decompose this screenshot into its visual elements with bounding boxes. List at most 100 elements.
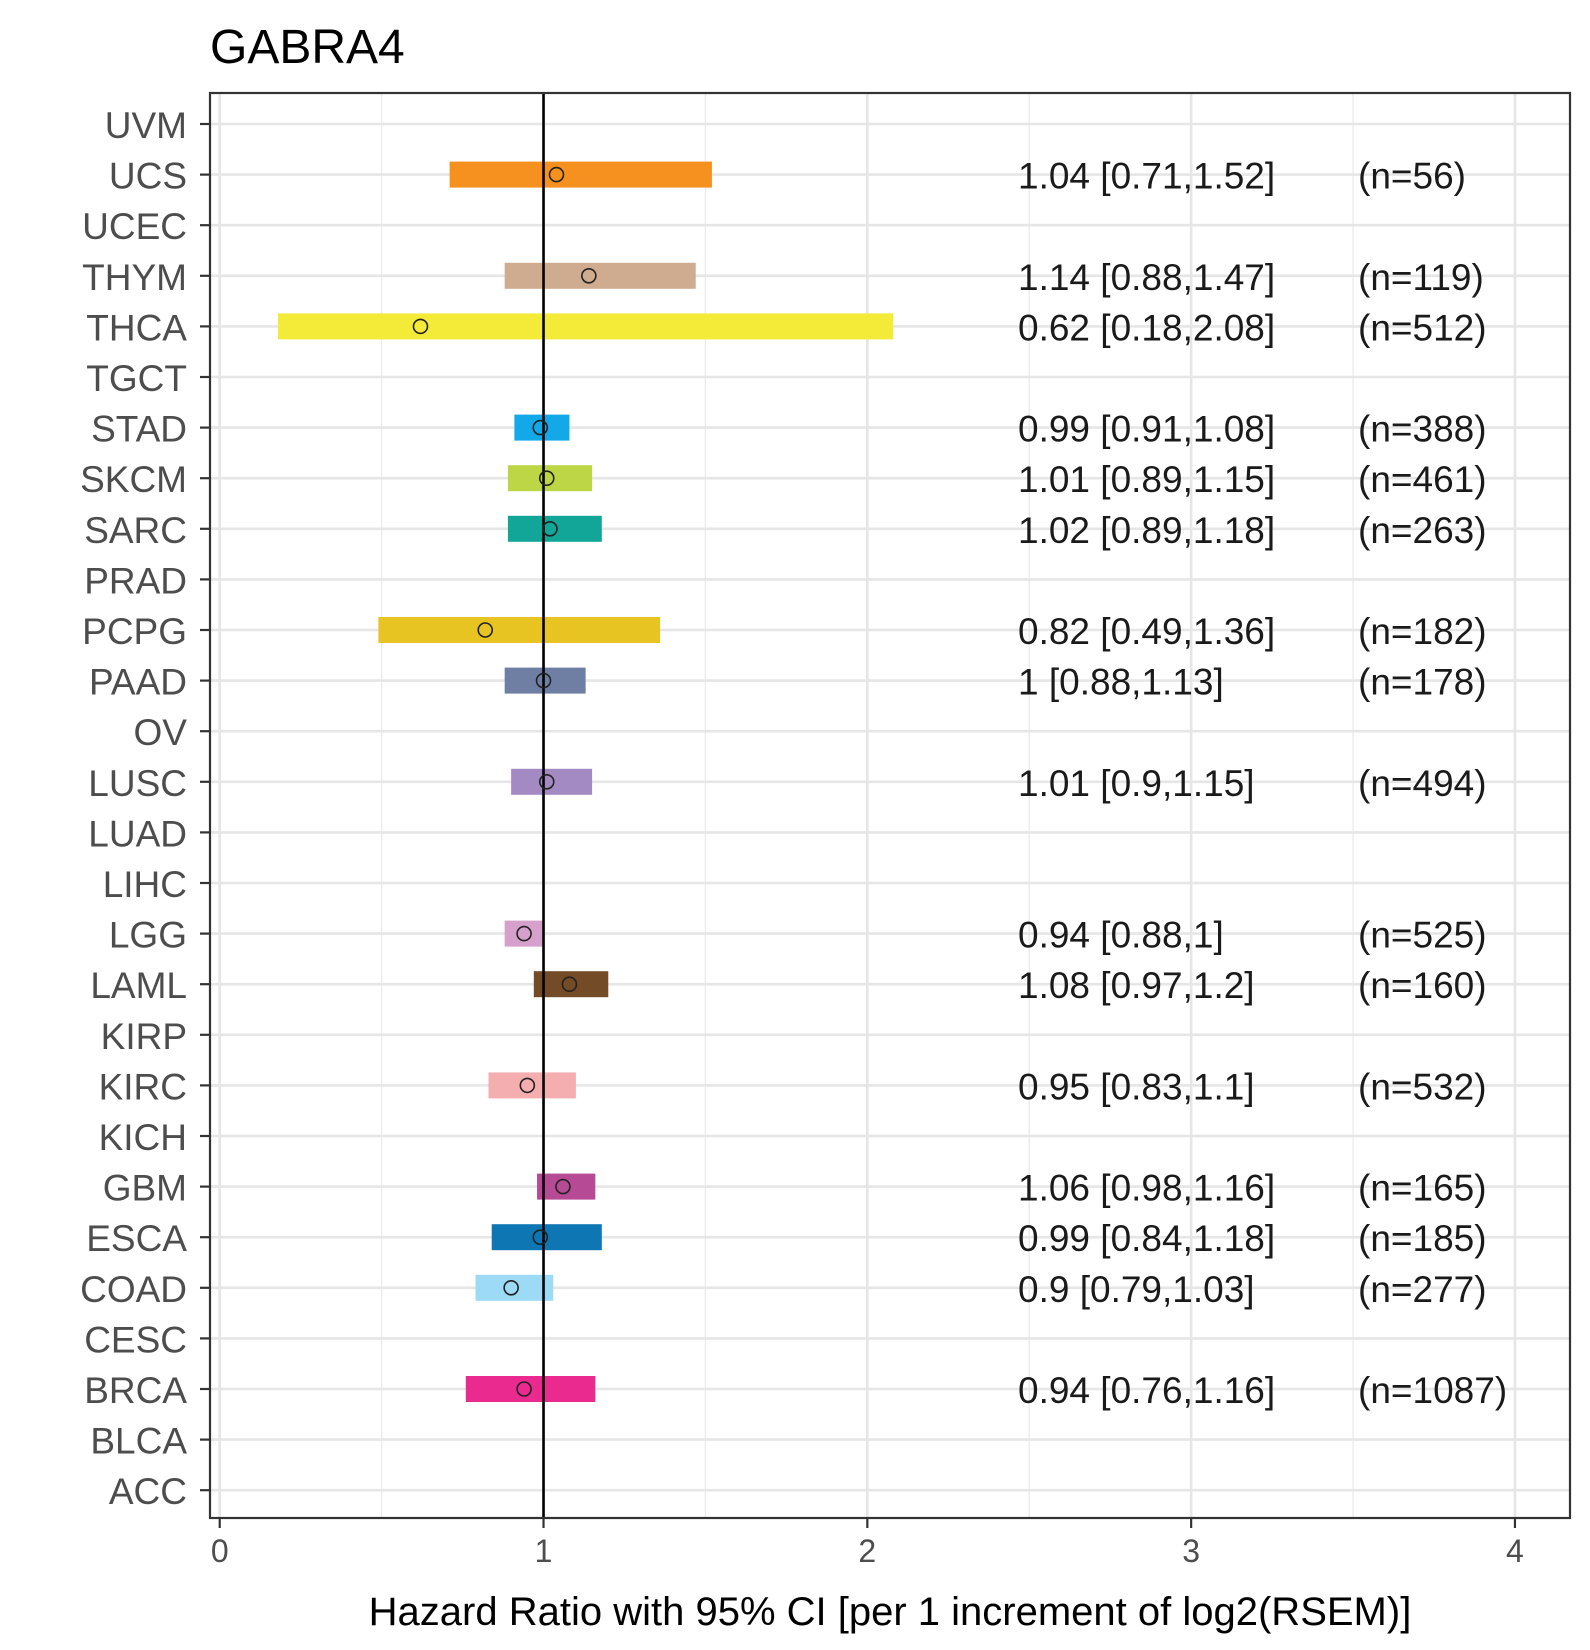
hr-point-pcpg xyxy=(477,622,494,638)
n-text-thca: (n=512) xyxy=(1358,307,1487,348)
hr-ci-text-skcm: 1.01 [0.89,1.15] xyxy=(1018,459,1275,500)
hr-ci-text-lusc: 1.01 [0.9,1.15] xyxy=(1018,763,1255,804)
ci-bar-paad xyxy=(504,667,586,694)
hr-point-coad xyxy=(503,1280,519,1296)
n-text-coad: (n=277) xyxy=(1358,1269,1487,1310)
n-text-kirc: (n=532) xyxy=(1358,1066,1487,1107)
hr-ci-text-ucs: 1.04 [0.71,1.52] xyxy=(1018,156,1275,197)
hr-ci-text-gbm: 1.06 [0.98,1.16] xyxy=(1018,1168,1275,1209)
x-tick-label: 0 xyxy=(211,1533,229,1569)
hr-ci-text-sarc: 1.02 [0.89,1.18] xyxy=(1018,510,1275,551)
y-tick-label-pcpg: PCPG xyxy=(82,611,187,652)
n-text-brca: (n=1087) xyxy=(1358,1370,1507,1411)
y-tick-label-blca: BLCA xyxy=(90,1421,187,1462)
axis-layer: UVM UCS UCEC THYM THCA TGCT STAD SKCM SARC PRAD PC… xyxy=(80,105,1524,1569)
hr-ci-text-laml: 1.08 [0.97,1.2] xyxy=(1018,965,1255,1006)
hr-ci-text-esca: 0.99 [0.84,1.18] xyxy=(1018,1218,1275,1259)
y-tick-label-thym: THYM xyxy=(82,257,187,298)
n-text-gbm: (n=165) xyxy=(1358,1168,1487,1209)
n-text-thym: (n=119) xyxy=(1358,257,1484,298)
hr-point-ucs xyxy=(548,166,565,183)
hr-point-paad xyxy=(535,672,552,689)
x-tick-label: 3 xyxy=(1182,1533,1200,1569)
ci-bar-lgg xyxy=(504,920,544,947)
x-tick-label: 4 xyxy=(1506,1533,1524,1569)
n-text-ucs: (n=56) xyxy=(1358,156,1466,197)
hr-ci-text-paad: 1 [0.88,1.13] xyxy=(1018,662,1224,703)
y-tick-label-tgct: TGCT xyxy=(86,358,187,399)
hr-point-thca xyxy=(412,318,429,335)
hr-ci-text-stad: 0.99 [0.91,1.08] xyxy=(1018,409,1275,450)
hr-ci-text-coad: 0.9 [0.79,1.03] xyxy=(1018,1269,1255,1310)
ci-bar-gbm xyxy=(537,1173,596,1200)
hr-ci-text-brca: 0.94 [0.76,1.16] xyxy=(1018,1370,1275,1411)
hr-point-lusc xyxy=(538,773,555,790)
y-tick-label-kich: KICH xyxy=(99,1117,187,1158)
hr-point-stad xyxy=(532,419,549,436)
y-tick-label-acc: ACC xyxy=(109,1471,187,1512)
x-axis-title: Hazard Ratio with 95% CI [per 1 incremen… xyxy=(369,1590,1412,1634)
y-tick-label-lgg: LGG xyxy=(109,915,187,956)
y-tick-label-stad: STAD xyxy=(91,409,187,450)
hr-point-brca xyxy=(516,1381,532,1397)
ci-bar-skcm xyxy=(507,465,593,492)
ci-bar-thca xyxy=(278,313,894,340)
y-tick-label-uvm: UVM xyxy=(105,105,187,146)
y-tick-label-ov: OV xyxy=(134,712,188,753)
n-text-lgg: (n=525) xyxy=(1358,915,1487,956)
y-tick-label-esca: ESCA xyxy=(86,1218,187,1259)
y-tick-label-lusc: LUSC xyxy=(88,763,187,804)
hr-point-skcm xyxy=(538,470,555,487)
chart-title: GABRA4 xyxy=(210,21,405,74)
n-text-laml: (n=160) xyxy=(1358,965,1487,1006)
n-text-sarc: (n=263) xyxy=(1358,510,1487,551)
y-tick-label-coad: COAD xyxy=(80,1269,187,1310)
ci-bar-laml xyxy=(533,971,609,998)
y-tick-label-luad: LUAD xyxy=(88,813,187,854)
hr-point-esca xyxy=(532,1229,549,1245)
y-tick-label-laml: LAML xyxy=(90,965,187,1006)
ci-bar-kirc xyxy=(488,1072,576,1099)
n-text-pcpg: (n=182) xyxy=(1358,611,1487,652)
ci-bar-coad xyxy=(475,1274,554,1301)
hr-point-thym xyxy=(581,267,597,284)
n-text-stad: (n=388) xyxy=(1358,409,1487,450)
hr-ci-text-thym: 1.14 [0.88,1.47] xyxy=(1018,257,1275,298)
y-tick-label-ucec: UCEC xyxy=(82,206,187,247)
y-tick-label-skcm: SKCM xyxy=(80,459,187,500)
n-text-skcm: (n=461) xyxy=(1358,459,1487,500)
y-tick-label-cesc: CESC xyxy=(84,1319,187,1360)
ci-bar-stad xyxy=(514,414,570,441)
hr-ci-text-lgg: 0.94 [0.88,1] xyxy=(1018,915,1224,956)
ci-bar-pcpg xyxy=(378,617,661,643)
n-text-lusc: (n=494) xyxy=(1358,763,1487,804)
hr-ci-text-pcpg: 0.82 [0.49,1.36] xyxy=(1018,611,1275,652)
hr-point-sarc xyxy=(542,520,558,537)
hr-point-gbm xyxy=(555,1178,571,1195)
hr-ci-text-kirc: 0.95 [0.83,1.1] xyxy=(1018,1066,1255,1107)
panel-border xyxy=(208,91,1572,1520)
ci-bar-lusc xyxy=(511,768,593,795)
y-tick-label-brca: BRCA xyxy=(84,1370,187,1411)
y-tick-label-gbm: GBM xyxy=(103,1168,187,1209)
y-tick-label-kirc: KIRC xyxy=(99,1066,187,1107)
ci-bar-thym xyxy=(504,262,696,289)
hr-point-kirc xyxy=(519,1077,536,1094)
ci-bar-ucs xyxy=(449,161,712,188)
n-text-paad: (n=178) xyxy=(1358,662,1487,703)
y-tick-label-paad: PAAD xyxy=(89,662,187,703)
ci-bar-sarc xyxy=(507,515,602,542)
hr-point-laml xyxy=(561,976,578,993)
y-tick-label-kirp: KIRP xyxy=(101,1016,187,1057)
y-tick-label-thca: THCA xyxy=(86,307,187,348)
y-tick-label-ucs: UCS xyxy=(109,156,187,197)
y-tick-label-sarc: SARC xyxy=(84,510,187,551)
point-layer xyxy=(412,166,597,1397)
x-tick-label: 1 xyxy=(535,1533,553,1569)
x-tick-label: 2 xyxy=(858,1533,876,1569)
label-layer: 1.04 [0.71,1.52] (n=56) 1.14 [0.88,1.47] (n… xyxy=(1018,156,1507,1411)
hr-point-lgg xyxy=(516,925,532,942)
hr-ci-text-thca: 0.62 [0.18,2.08] xyxy=(1018,307,1275,348)
n-text-esca: (n=185) xyxy=(1358,1218,1487,1259)
